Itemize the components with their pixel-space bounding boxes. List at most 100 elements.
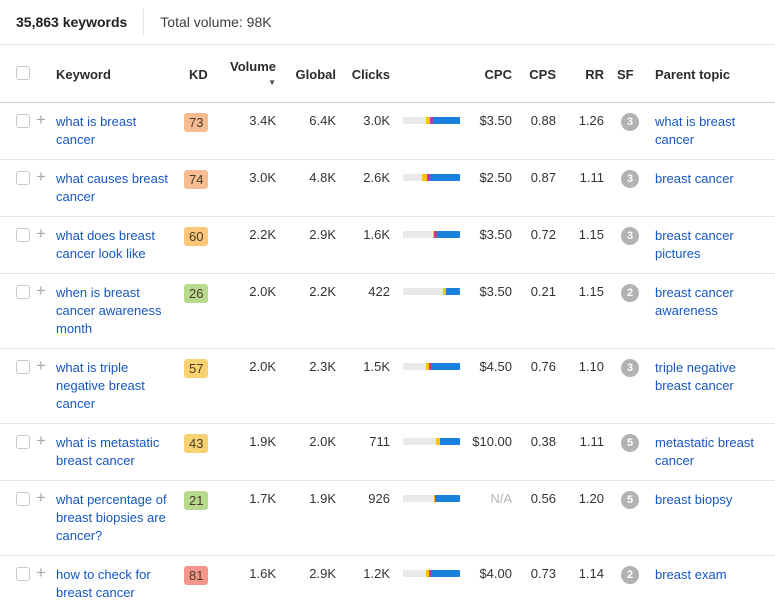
- clicks-distribution-bar: [403, 495, 460, 502]
- global-volume-value: 1.9K: [309, 491, 336, 506]
- parent-topic-link[interactable]: metastatic breast cancer: [655, 435, 754, 468]
- clicks-distribution-bar: [403, 174, 460, 181]
- keywords-count: 35,863 keywords: [16, 14, 128, 30]
- cps-value: 0.73: [530, 566, 556, 581]
- clicks-distribution-bar: [403, 570, 460, 577]
- clicks-distribution-bar: [403, 231, 460, 238]
- volume-value: 3.0K: [249, 170, 276, 185]
- clicks-value: 711: [369, 434, 390, 449]
- sf-badge[interactable]: 5: [621, 491, 639, 509]
- sf-badge[interactable]: 5: [621, 434, 639, 452]
- cpc-value: $2.50: [479, 170, 512, 185]
- sf-badge[interactable]: 2: [621, 284, 639, 302]
- keyword-link[interactable]: what is breast cancer: [56, 114, 137, 147]
- parent-topic-link[interactable]: breast cancer awareness: [655, 285, 734, 318]
- column-header-cpc[interactable]: CPC: [462, 45, 518, 103]
- column-header-kd[interactable]: KD: [180, 45, 226, 103]
- keyword-link[interactable]: what causes breast cancer: [56, 171, 169, 204]
- keyword-link[interactable]: what percentage of breast biopsies are c…: [56, 492, 167, 543]
- clicks-distribution-bar: [403, 438, 460, 445]
- volume-value: 1.9K: [249, 434, 276, 449]
- clicks-value: 3.0K: [363, 113, 390, 128]
- column-header-cps[interactable]: CPS: [518, 45, 562, 103]
- parent-topic-link[interactable]: breast cancer pictures: [655, 228, 734, 261]
- clicks-value: 1.6K: [363, 227, 390, 242]
- sort-desc-icon: ▼: [268, 78, 276, 87]
- cps-value: 0.21: [530, 284, 556, 299]
- volume-value: 2.0K: [249, 359, 276, 374]
- table-row: + what does breast cancer look like 60 2…: [0, 217, 775, 274]
- add-keyword-icon[interactable]: +: [36, 563, 46, 582]
- sf-badge[interactable]: 3: [621, 227, 639, 245]
- clicks-distribution-bar: [403, 117, 460, 124]
- row-checkbox[interactable]: [16, 114, 30, 128]
- sf-badge[interactable]: 3: [621, 359, 639, 377]
- rr-value: 1.26: [578, 113, 604, 128]
- cps-value: 0.87: [530, 170, 556, 185]
- table-header-row: Keyword KD Volume▼ Global Clicks CPC CPS…: [0, 45, 775, 103]
- table-row: + when is breast cancer awareness month …: [0, 274, 775, 349]
- row-checkbox[interactable]: [16, 360, 30, 374]
- cps-value: 0.38: [530, 434, 556, 449]
- rr-value: 1.14: [578, 566, 604, 581]
- add-keyword-icon[interactable]: +: [36, 110, 46, 129]
- volume-value: 2.2K: [249, 227, 276, 242]
- row-checkbox[interactable]: [16, 285, 30, 299]
- volume-value: 3.4K: [249, 113, 276, 128]
- row-checkbox[interactable]: [16, 492, 30, 506]
- kd-badge: 74: [184, 170, 209, 189]
- table-row: + what is triple negative breast cancer …: [0, 349, 775, 424]
- keyword-link[interactable]: when is breast cancer awareness month: [56, 285, 162, 336]
- row-checkbox[interactable]: [16, 567, 30, 581]
- add-keyword-icon[interactable]: +: [36, 281, 46, 300]
- parent-topic-link[interactable]: breast exam: [655, 567, 727, 582]
- table-row: + how to check for breast cancer 81 1.6K…: [0, 556, 775, 607]
- sf-badge[interactable]: 3: [621, 113, 639, 131]
- column-header-parent-topic[interactable]: Parent topic: [650, 45, 775, 103]
- row-checkbox[interactable]: [16, 228, 30, 242]
- kd-badge: 21: [184, 491, 209, 510]
- column-header-clicks[interactable]: Clicks: [336, 45, 390, 103]
- parent-topic-link[interactable]: what is breast cancer: [655, 114, 736, 147]
- rr-value: 1.15: [578, 284, 604, 299]
- sf-badge[interactable]: 3: [621, 170, 639, 188]
- parent-topic-link[interactable]: triple negative breast cancer: [655, 360, 736, 393]
- add-keyword-icon[interactable]: +: [36, 431, 46, 450]
- select-all-checkbox[interactable]: [16, 66, 30, 80]
- clicks-value: 1.5K: [363, 359, 390, 374]
- clicks-value: 2.6K: [363, 170, 390, 185]
- add-keyword-icon[interactable]: +: [36, 488, 46, 507]
- cps-value: 0.72: [530, 227, 556, 242]
- row-checkbox[interactable]: [16, 435, 30, 449]
- global-volume-value: 2.2K: [309, 284, 336, 299]
- column-header-rr[interactable]: RR: [562, 45, 610, 103]
- add-keyword-icon[interactable]: +: [36, 167, 46, 186]
- keyword-link[interactable]: what does breast cancer look like: [56, 228, 156, 261]
- column-header-keyword[interactable]: Keyword: [56, 45, 180, 103]
- clicks-value: 1.2K: [363, 566, 390, 581]
- column-header-global[interactable]: Global: [276, 45, 336, 103]
- table-row: + what is metastatic breast cancer 43 1.…: [0, 424, 775, 481]
- parent-topic-link[interactable]: breast biopsy: [655, 492, 733, 507]
- cpc-value: N/A: [490, 491, 512, 506]
- table-row: + what causes breast cancer 74 3.0K 4.8K…: [0, 160, 775, 217]
- kd-badge: 60: [184, 227, 209, 246]
- sf-badge[interactable]: 2: [621, 566, 639, 584]
- clicks-distribution-bar: [403, 363, 460, 370]
- add-keyword-icon[interactable]: +: [36, 356, 46, 375]
- cpc-value: $4.50: [479, 359, 512, 374]
- parent-topic-link[interactable]: breast cancer: [655, 171, 734, 186]
- keyword-link[interactable]: how to check for breast cancer: [56, 567, 151, 600]
- kd-badge: 43: [184, 434, 209, 453]
- column-header-sf[interactable]: SF: [610, 45, 650, 103]
- keyword-link[interactable]: what is metastatic breast cancer: [56, 435, 160, 468]
- keyword-link[interactable]: what is triple negative breast cancer: [56, 360, 145, 411]
- cpc-value: $10.00: [472, 434, 512, 449]
- add-keyword-icon[interactable]: +: [36, 224, 46, 243]
- cps-value: 0.76: [530, 359, 556, 374]
- row-checkbox[interactable]: [16, 171, 30, 185]
- rr-value: 1.20: [578, 491, 604, 506]
- cps-value: 0.56: [530, 491, 556, 506]
- clicks-distribution-bar: [403, 288, 460, 295]
- column-header-volume[interactable]: Volume▼: [226, 45, 276, 103]
